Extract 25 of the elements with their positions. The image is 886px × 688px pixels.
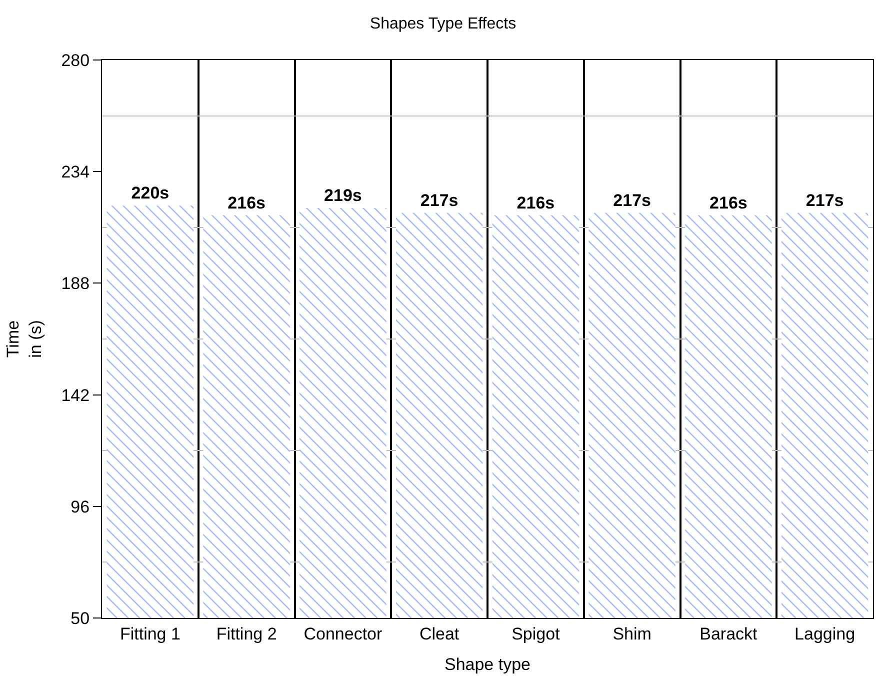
- x-tick-label: Fitting 1: [120, 624, 180, 644]
- y-tick-label: 50: [70, 608, 90, 628]
- x-tick-label: Barackt: [700, 624, 758, 644]
- x-tick-label: Spigot: [512, 624, 560, 644]
- y-tick-label: 188: [61, 274, 90, 294]
- y-axis-title: Time in (s): [4, 320, 45, 358]
- data-label: 217s: [806, 190, 844, 210]
- data-label: 217s: [613, 190, 651, 210]
- data-label: 216s: [710, 193, 748, 212]
- x-tick-label: Cleat: [419, 624, 460, 644]
- x-tick-label: Shim: [612, 624, 652, 644]
- data-label: 216s: [228, 193, 266, 212]
- x-axis-title: Shape type: [444, 654, 531, 674]
- chart-title: Shapes Type Effects: [370, 15, 516, 32]
- y-tick-label: 96: [70, 497, 90, 516]
- y-tick-label: 280: [61, 50, 90, 70]
- data-label: 217s: [420, 190, 458, 210]
- y-tick-label: 234: [61, 162, 90, 182]
- data-label: 216s: [516, 193, 555, 212]
- x-tick-label: Connector: [304, 624, 382, 644]
- y-tick-label: 142: [61, 386, 90, 405]
- x-tick-label: Fitting 2: [216, 624, 277, 644]
- x-tick-label: Lagging: [794, 624, 856, 644]
- data-label: 220s: [131, 184, 170, 203]
- data-label: 219s: [324, 186, 362, 205]
